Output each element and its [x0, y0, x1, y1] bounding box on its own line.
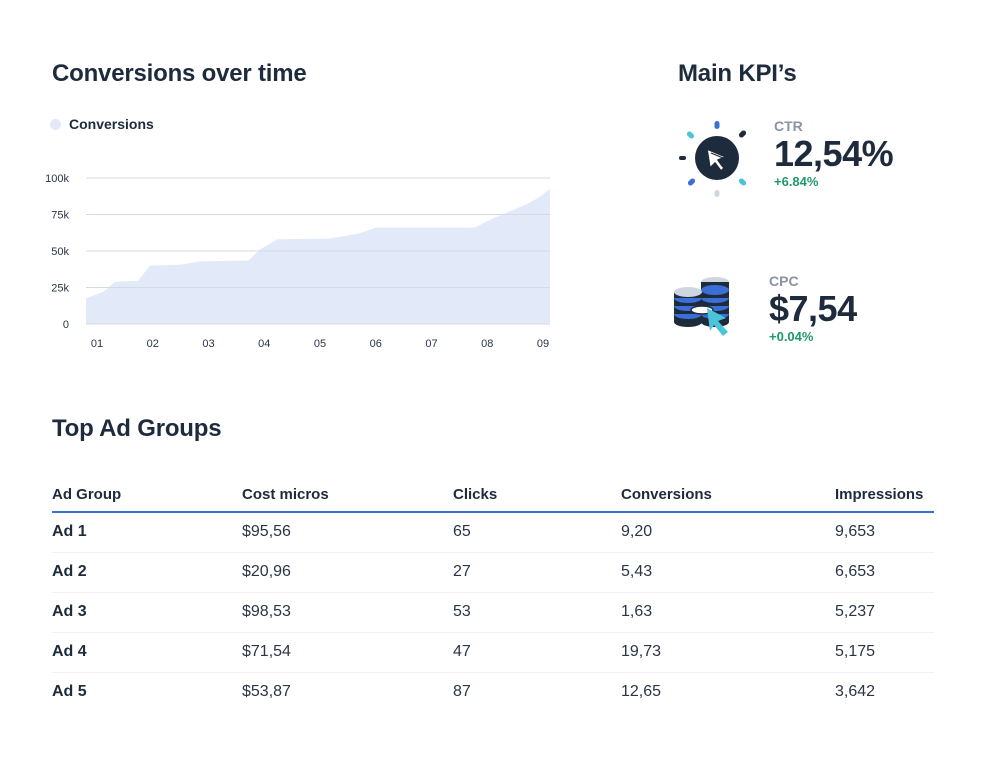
kpi-cpc-value: $7,54 — [769, 288, 857, 329]
cell-cost-micros: $20,96 — [242, 552, 453, 593]
y-tick-label: 25k — [51, 283, 69, 295]
table-row: Ad 4 $71,54 47 19,73 5,175 — [52, 632, 934, 673]
y-tick-label: 50k — [51, 246, 69, 258]
table-header-row: Ad Group Cost micros Clicks Conversions … — [52, 478, 934, 513]
x-tick-label: 07 — [425, 338, 437, 350]
x-tick-label: 03 — [202, 338, 214, 350]
cell-cost-micros: $95,56 — [242, 512, 453, 553]
cell-clicks: 47 — [453, 632, 621, 673]
cell-clicks: 65 — [453, 512, 621, 553]
x-tick-label: 08 — [481, 338, 493, 350]
cell-impressions: 9,653 — [835, 512, 934, 553]
cell-ad-group: Ad 2 — [52, 552, 242, 593]
cell-cost-micros: $71,54 — [242, 632, 453, 673]
cell-conversions: 19,73 — [621, 632, 835, 673]
legend-label: Conversions — [69, 116, 154, 132]
y-tick-label: 75k — [51, 210, 69, 222]
cell-impressions: 6,653 — [835, 552, 934, 593]
cell-clicks: 27 — [453, 552, 621, 593]
y-tick-label: 100k — [45, 173, 69, 185]
cell-conversions: 1,63 — [621, 592, 835, 633]
cell-conversions: 12,65 — [621, 683, 662, 701]
table-row: Ad 5 $53,87 87 12,65 3,642 — [52, 672, 934, 712]
cell-cost-micros: $53,87 — [242, 683, 291, 701]
coins-cursor-icon — [674, 277, 729, 336]
kpi-ctr-value: 12,54% — [774, 133, 894, 174]
cell-cost-micros: $98,53 — [242, 592, 453, 633]
kpi-title: Main KPI’s — [678, 60, 797, 87]
x-tick-label: 05 — [314, 338, 326, 350]
kpi-cpc-label: CPC — [769, 273, 799, 289]
column-header-clicks: Clicks — [453, 478, 621, 513]
table-row: Ad 2 $20,96 27 5,43 6,653 — [52, 552, 934, 593]
kpi-ctr-change: +6.84% — [774, 173, 819, 189]
table-row: Ad 3 $98,53 53 1,63 5,237 — [52, 592, 934, 633]
column-header-cost-micros: Cost micros — [242, 478, 453, 513]
column-header-conversions: Conversions — [621, 478, 835, 513]
kpi-cpc: CPC $7,54 +0.04% — [769, 273, 857, 344]
cell-clicks: 87 — [453, 683, 471, 701]
legend-swatch — [50, 118, 61, 130]
conversions-area — [86, 188, 550, 324]
cell-conversions: 9,20 — [621, 512, 835, 553]
kpi-ctr: CTR 12,54% +6.84% — [774, 118, 894, 189]
x-tick-label: 02 — [147, 338, 159, 350]
cell-impressions: 3,642 — [835, 683, 876, 701]
chart-title: Conversions over time — [52, 60, 307, 87]
x-tick-label: 01 — [91, 338, 103, 350]
conversions-area-chart: 0 25k 50k 75k 100k 01 02 03 04 05 06 07 08 09 — [45, 173, 550, 350]
chart-legend: Conversions — [50, 116, 154, 132]
cell-ad-group: Ad 5 — [52, 683, 87, 701]
cell-conversions: 5,43 — [621, 552, 835, 593]
x-tick-label: 06 — [370, 338, 382, 350]
table-row: Ad 1 $95,56 65 9,20 9,653 — [52, 512, 934, 553]
column-header-ad-group: Ad Group — [52, 478, 242, 513]
cell-ad-group: Ad 4 — [52, 632, 242, 673]
cell-clicks: 53 — [453, 592, 621, 633]
x-tick-label: 09 — [537, 338, 549, 350]
table-title: Top Ad Groups — [52, 415, 222, 442]
cell-impressions: 5,175 — [835, 632, 934, 673]
y-tick-label: 0 — [63, 319, 69, 331]
ad-groups-table: Ad Group Cost micros Clicks Conversions … — [52, 478, 934, 712]
cell-ad-group: Ad 1 — [52, 512, 242, 553]
x-tick-label: 04 — [258, 338, 270, 350]
kpi-ctr-label: CTR — [774, 118, 803, 134]
kpi-cpc-change: +0.04% — [769, 328, 814, 344]
cell-ad-group: Ad 3 — [52, 592, 242, 633]
cell-impressions: 5,237 — [835, 592, 934, 633]
column-header-impressions: Impressions — [835, 478, 934, 513]
cursor-click-icon — [679, 121, 747, 197]
